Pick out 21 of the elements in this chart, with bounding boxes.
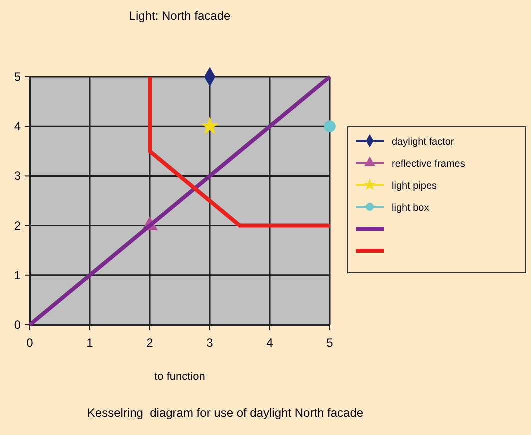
x-tick-label: 3 (206, 336, 214, 350)
legend-label: light pipes (392, 181, 438, 192)
chart-title: Light: North facade (129, 9, 232, 23)
y-tick-label: 0 (14, 318, 22, 332)
y-tick-label: 2 (14, 218, 22, 233)
legend-label: light box (392, 203, 430, 214)
y-tick-label: 3 (14, 169, 22, 184)
y-tick-label: 1 (14, 268, 22, 282)
y-tick-label: 4 (14, 120, 22, 134)
x-tick-label: 0 (26, 336, 34, 350)
x-tick-label: 5 (326, 336, 334, 350)
x-tick-label: 2 (146, 336, 154, 350)
point (200, 116, 220, 135)
legend-label: daylight factor (392, 137, 455, 148)
x-axis-title: to function (154, 371, 206, 383)
x-tick-label: 4 (266, 336, 274, 350)
x-tick-label: 1 (86, 336, 94, 350)
legend-label: reflective frames (392, 159, 466, 170)
point (324, 120, 336, 133)
text: Kesselring diagram for use of daylight North facade (87, 406, 364, 420)
y-tick-label: 5 (14, 70, 22, 84)
